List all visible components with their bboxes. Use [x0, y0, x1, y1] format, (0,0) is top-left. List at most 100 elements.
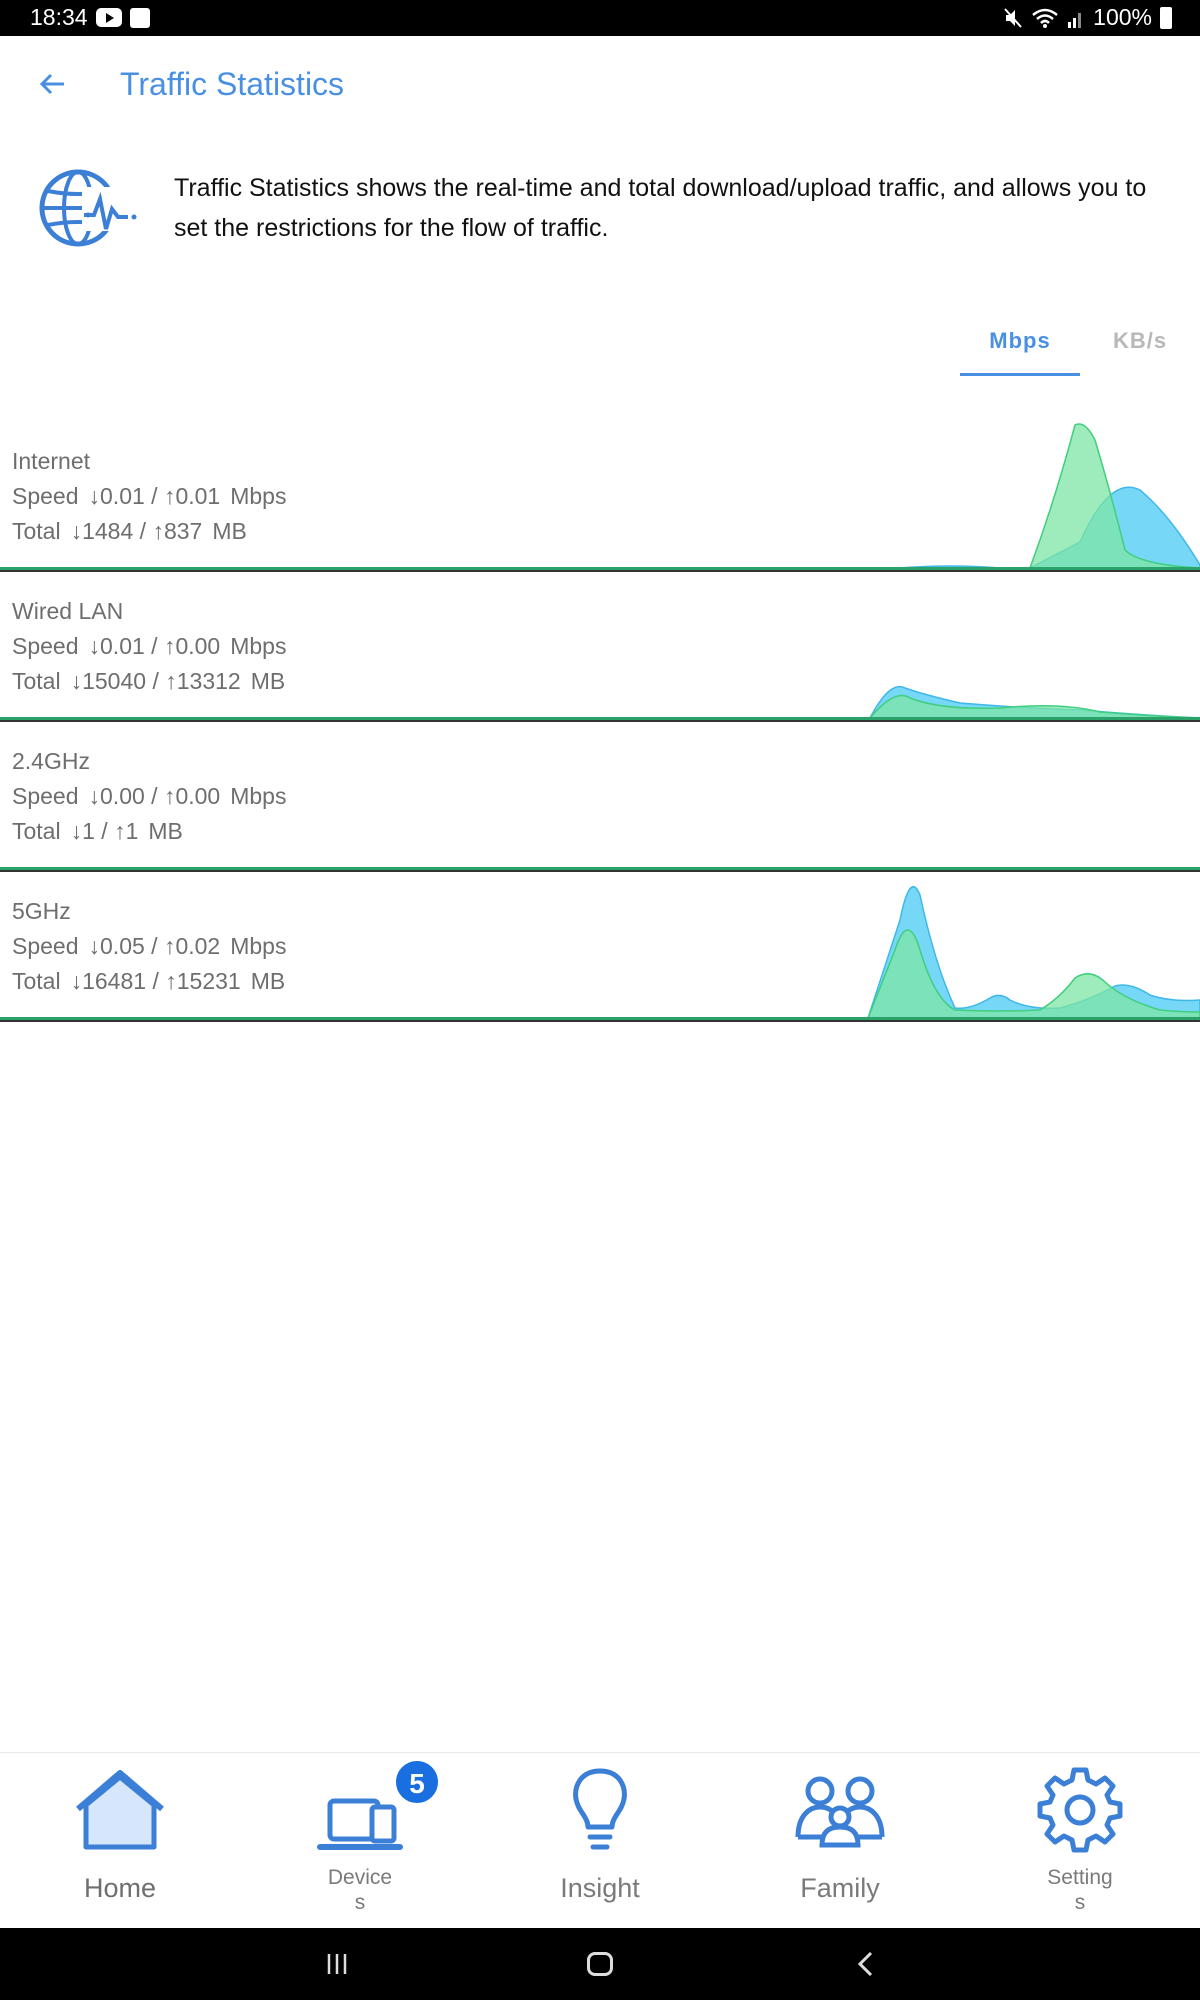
speed-down-value: 0.01 [100, 633, 145, 659]
up-arrow-icon: ↑ [165, 968, 177, 994]
row-total: Total ↓16481 / ↑15231 MB [12, 968, 285, 995]
separator: / [152, 968, 159, 994]
row-name: 2.4GHz [12, 748, 90, 774]
down-arrow-icon: ↓ [88, 933, 101, 959]
nav-family[interactable]: Family [720, 1753, 960, 1929]
total-label: Total [12, 818, 61, 844]
nav-label-settings-line1: Setting [1047, 1866, 1113, 1889]
row-name: 5GHz [12, 898, 71, 924]
down-arrow-icon: ↓ [70, 968, 83, 994]
speed-label: Speed [12, 483, 79, 509]
tab-selected-indicator [960, 373, 1080, 376]
row-speed: Speed ↓0.01 / ↑0.00 Mbps [12, 633, 286, 660]
row-divider [0, 1020, 1200, 1022]
up-arrow-icon: ↑ [165, 668, 177, 694]
down-arrow-icon: ↓ [88, 633, 101, 659]
row-speed: Speed ↓0.01 / ↑0.01 Mbps [12, 483, 286, 510]
row-baseline [0, 1017, 1200, 1020]
nav-label-devices: Device s [240, 1865, 480, 1915]
separator: / [152, 668, 159, 694]
tab-kbs[interactable]: KB/s [1112, 328, 1168, 353]
total-label: Total [12, 518, 61, 544]
speed-label: Speed [12, 783, 79, 809]
total-label: Total [12, 668, 61, 694]
total-down-value: 15040 [82, 668, 147, 694]
row-total: Total ↓15040 / ↑13312 MB [12, 668, 285, 695]
down-arrow-icon: ↓ [88, 483, 101, 509]
row-total: Total ↓1 / ↑1 MB [12, 818, 183, 845]
down-arrow-icon: ↓ [70, 518, 83, 544]
nav-insight[interactable]: Insight [480, 1753, 720, 1929]
speed-down-value: 0.00 [100, 783, 145, 809]
up-arrow-icon: ↑ [114, 818, 126, 844]
traffic-row-5ghz[interactable]: 5GHz Speed ↓0.05 / ↑0.02 Mbps Total ↓16481 … [0, 870, 1200, 1022]
speed-unit: Mbps [230, 483, 287, 509]
recents-icon[interactable] [325, 1952, 349, 1976]
lightbulb-icon [573, 1768, 627, 1850]
speed-unit: Mbps [230, 633, 287, 659]
total-up-value: 1 [125, 818, 139, 844]
down-arrow-icon: ↓ [70, 818, 83, 844]
total-up-value: 13312 [176, 668, 241, 694]
down-arrow-icon: ↓ [70, 668, 83, 694]
separator: / [139, 518, 147, 544]
traffic-row-internet[interactable]: Internet Speed ↓0.01 / ↑0.01 Mbps Total ↓14… [0, 420, 1200, 572]
traffic-chart-5ghz [0, 886, 1200, 1019]
nav-label-family: Family [800, 1873, 880, 1903]
system-back-icon[interactable] [855, 1950, 875, 1978]
nav-settings[interactable]: Setting s [960, 1753, 1200, 1929]
traffic-row-wired-lan[interactable]: Wired LAN Speed ↓0.01 / ↑0.00 Mbps Total ↓1… [0, 570, 1200, 722]
total-up-value: 15231 [176, 968, 241, 994]
total-label: Total [12, 968, 61, 994]
gear-icon [1037, 1767, 1123, 1853]
status-indicators: 100% [1003, 4, 1172, 31]
nav-label-devices-line1: Device [327, 1866, 393, 1889]
speed-up-value: 0.00 [175, 633, 221, 659]
separator: / [151, 933, 158, 959]
row-baseline [0, 567, 1200, 570]
nav-label-home: Home [83, 1873, 157, 1903]
up-arrow-icon: ↑ [163, 633, 176, 659]
back-arrow-icon[interactable] [36, 66, 72, 102]
nav-label-settings-line2: s [1074, 1891, 1086, 1914]
speed-up-value: 0.02 [175, 933, 221, 959]
speed-label: Speed [12, 933, 79, 959]
nav-label-settings: Setting s [960, 1865, 1200, 1915]
separator: / [151, 633, 158, 659]
separator: / [101, 818, 108, 844]
row-baseline [0, 867, 1200, 870]
status-bar: 18:34 100% [0, 0, 1200, 36]
youtube-notification-icon [96, 8, 122, 27]
system-navigation-bar [0, 1928, 1200, 2000]
nav-label-devices-line2: s [354, 1891, 366, 1914]
speed-up-value: 0.00 [175, 783, 221, 809]
up-arrow-icon: ↑ [163, 783, 176, 809]
total-down-value: 1484 [82, 518, 134, 544]
nav-devices[interactable]: 5 Device s [240, 1753, 480, 1929]
home-button-icon[interactable] [587, 1952, 613, 1976]
nav-home[interactable]: Home [0, 1753, 240, 1929]
home-icon [76, 1770, 164, 1850]
page-title: Traffic Statistics [120, 66, 345, 102]
battery-percentage: 100% [1093, 4, 1152, 30]
row-speed: Speed ↓0.00 / ↑0.00 Mbps [12, 783, 286, 810]
row-divider [0, 570, 1200, 572]
tab-mbps[interactable]: Mbps [989, 328, 1051, 353]
traffic-row-2-4ghz[interactable]: 2.4GHz Speed ↓0.00 / ↑0.00 Mbps Total ↓1 / … [0, 720, 1200, 872]
total-unit: MB [212, 518, 247, 544]
mute-icon [1004, 7, 1022, 28]
separator: / [151, 483, 158, 509]
traffic-chart-wired-lan [0, 685, 1200, 719]
total-down-value: 16481 [82, 968, 147, 994]
total-unit: MB [250, 968, 286, 994]
up-arrow-icon: ↑ [163, 483, 176, 509]
intro-description: Traffic Statistics shows the real-time a… [174, 174, 1147, 242]
status-time: 18:34 [30, 4, 88, 30]
row-name: Wired LAN [12, 598, 124, 624]
traffic-chart-internet [0, 423, 1200, 569]
row-baseline [0, 717, 1200, 720]
speed-unit: Mbps [230, 783, 287, 809]
signal-icon [1068, 12, 1082, 28]
traffic-globe-icon [39, 169, 140, 247]
